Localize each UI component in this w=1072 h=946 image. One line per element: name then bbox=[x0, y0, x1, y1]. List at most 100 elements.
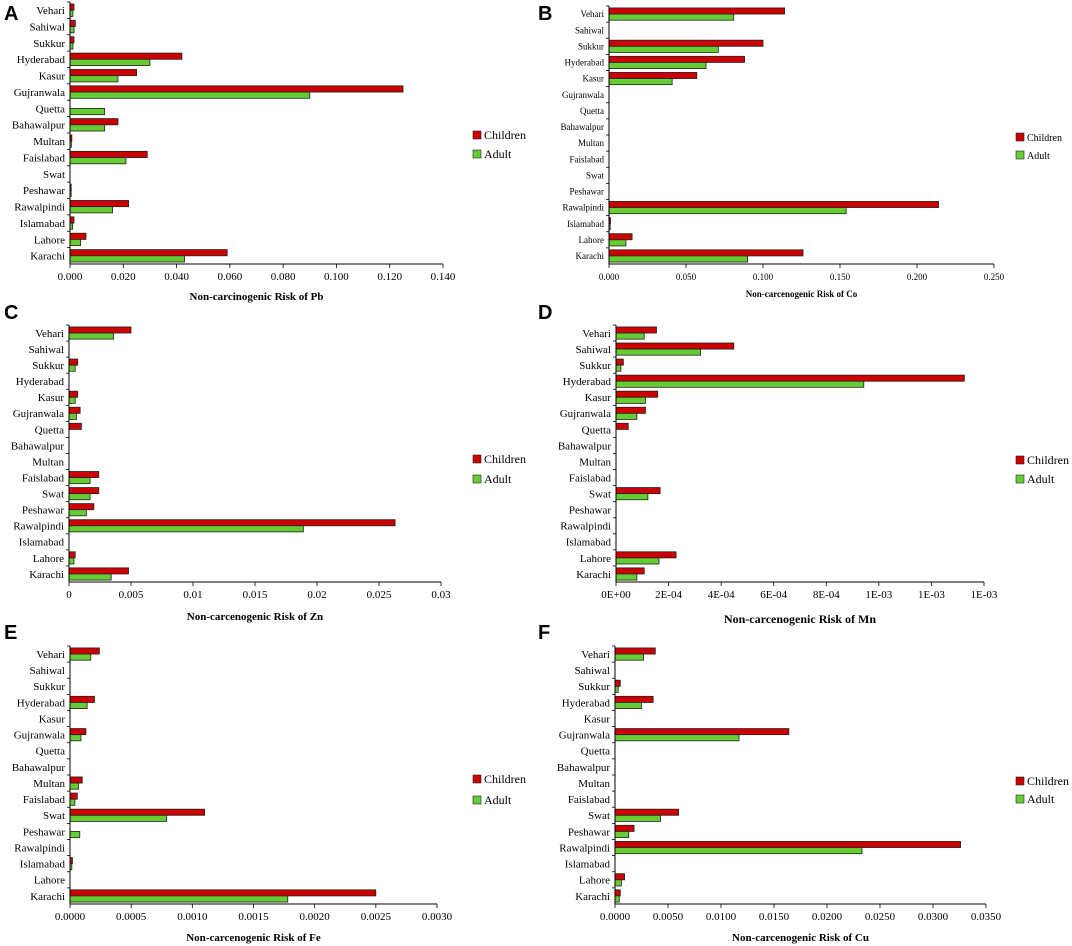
category-label: Hyderabad bbox=[17, 54, 66, 66]
bar-adult-sukkur bbox=[608, 45, 719, 53]
legend-swatch-children bbox=[472, 454, 482, 464]
bar-adult-karachi bbox=[608, 255, 749, 263]
legend-swatch-children bbox=[472, 130, 482, 140]
category-label: Swat bbox=[43, 810, 65, 822]
bar-children-rawalpindi bbox=[608, 201, 939, 208]
category-label: Bahawalpur bbox=[12, 120, 65, 132]
x-tick-label: 0.080 bbox=[271, 271, 296, 283]
bar-adult-kasur bbox=[615, 396, 646, 404]
x-tick-label: 0.0005 bbox=[116, 911, 147, 923]
bar-children-rawalpindi bbox=[69, 200, 130, 208]
category-label: Islamabad bbox=[20, 218, 66, 230]
category-label: Vehari bbox=[581, 9, 605, 19]
x-axis-title: Non-carcinogenic Risk of Pb bbox=[190, 291, 324, 303]
bar-adult-hyderabad bbox=[614, 702, 642, 709]
x-axis-title: Non-carcenogenic Risk of Zn bbox=[187, 611, 323, 623]
x-tick-label: 0.060 bbox=[217, 271, 242, 283]
legend-swatch-children bbox=[1015, 776, 1025, 786]
category-label: Rawalpindi bbox=[559, 842, 610, 854]
category-label: Bahawalpur bbox=[12, 762, 65, 774]
bar-adult-hyderabad bbox=[69, 702, 88, 709]
category-label: Peshawar bbox=[569, 505, 611, 517]
bar-children-gujranwala bbox=[69, 728, 87, 736]
x-tick-label: 0.015 bbox=[243, 589, 268, 601]
category-label: Rawalpindi bbox=[563, 203, 605, 213]
legend-label: Children bbox=[1027, 453, 1069, 467]
bar-children-multan bbox=[69, 776, 83, 784]
bar-children-faislabad bbox=[68, 471, 100, 478]
bar-children-karachi bbox=[69, 249, 228, 257]
bar-adult-rawalpindi bbox=[614, 847, 863, 855]
bar-children-lahore bbox=[615, 551, 677, 559]
category-label: Sukkur bbox=[33, 681, 65, 693]
panel-letter: C bbox=[4, 302, 18, 324]
category-label: Quetta bbox=[35, 424, 64, 436]
x-tick-label: 8E-04 bbox=[813, 589, 840, 601]
bar-children-sahiwal bbox=[615, 342, 735, 350]
bar-children-faislabad bbox=[69, 150, 148, 158]
bar-children-rawalpindi bbox=[614, 841, 961, 848]
bar-adult-lahore bbox=[608, 239, 627, 247]
category-label: Peshawar bbox=[568, 826, 610, 838]
legend-label: Adult bbox=[1027, 151, 1050, 162]
x-tick-label: 2E-04 bbox=[655, 589, 682, 601]
bar-children-sukkur bbox=[614, 679, 621, 687]
bar-adult-kasur bbox=[68, 396, 76, 404]
bar-children-swat bbox=[69, 808, 205, 816]
bar-adult-peshawar bbox=[68, 509, 87, 517]
category-label: Faislabad bbox=[570, 154, 605, 164]
bar-adult-multan bbox=[69, 782, 79, 790]
bar-adult-sukkur bbox=[68, 364, 76, 372]
legend-swatch-children bbox=[1015, 455, 1025, 465]
bar-adult-swat bbox=[69, 814, 168, 822]
category-label: Karachi bbox=[576, 251, 605, 261]
x-tick-label: 0.01 bbox=[183, 589, 202, 601]
legend-swatch-children bbox=[1015, 132, 1025, 142]
legend-swatch-adult bbox=[472, 795, 482, 805]
x-tick-label: 0.100 bbox=[753, 272, 774, 282]
x-tick-label: 0.03 bbox=[431, 589, 451, 601]
legend-swatch-adult bbox=[1015, 474, 1025, 484]
category-label: Sukkur bbox=[578, 41, 604, 51]
bar-children-karachi bbox=[608, 249, 804, 257]
x-tick-label: 6E-04 bbox=[760, 589, 787, 601]
x-tick-label: 0.0015 bbox=[238, 911, 269, 923]
category-label: Multan bbox=[33, 136, 65, 148]
category-label: Swat bbox=[588, 810, 610, 822]
x-tick-label: 1E-03 bbox=[971, 589, 998, 601]
category-label: Vehari bbox=[36, 649, 65, 661]
bar-adult-karachi bbox=[69, 255, 185, 263]
category-label: Peshawar bbox=[23, 185, 65, 197]
bar-children-vehari bbox=[69, 3, 75, 11]
category-label: Islamabad bbox=[566, 537, 612, 549]
bar-adult-gujranwala bbox=[69, 734, 82, 742]
x-tick-label: 0.0025 bbox=[361, 911, 392, 923]
category-label: Bahawalpur bbox=[557, 762, 610, 774]
x-tick-label: 0.0030 bbox=[422, 911, 453, 923]
category-label: Vehari bbox=[36, 5, 65, 17]
category-label: Karachi bbox=[30, 891, 65, 903]
bar-children-hyderabad bbox=[615, 374, 965, 382]
bar-children-kasur bbox=[608, 72, 698, 79]
category-label: Faislabad bbox=[23, 794, 66, 806]
category-label: Quetta bbox=[580, 106, 604, 116]
x-tick-label: 0.0010 bbox=[177, 911, 208, 923]
bar-children-quetta bbox=[68, 422, 82, 430]
category-label: Sukkur bbox=[578, 681, 610, 693]
bar-adult-faislabad bbox=[69, 157, 127, 165]
bar-children-hyderabad bbox=[608, 55, 745, 63]
category-label: Islamabad bbox=[19, 537, 65, 549]
panel-letter: E bbox=[4, 622, 17, 644]
bar-children-quetta bbox=[615, 422, 629, 430]
category-label: Quetta bbox=[582, 424, 611, 436]
bar-adult-lahore bbox=[614, 879, 622, 887]
x-axis-title: Non-carcenogenic Risk of Co bbox=[746, 289, 858, 299]
legend-swatch-adult bbox=[1015, 794, 1025, 804]
bar-children-gujranwala bbox=[615, 406, 646, 414]
category-label: Swat bbox=[586, 170, 604, 180]
bar-adult-sahiwal bbox=[69, 26, 75, 34]
x-tick-label: 1E-03 bbox=[865, 589, 892, 601]
legend-swatch-adult bbox=[472, 474, 482, 484]
x-tick-label: 0.0000 bbox=[55, 911, 86, 923]
bar-children-peshawar bbox=[614, 824, 635, 832]
